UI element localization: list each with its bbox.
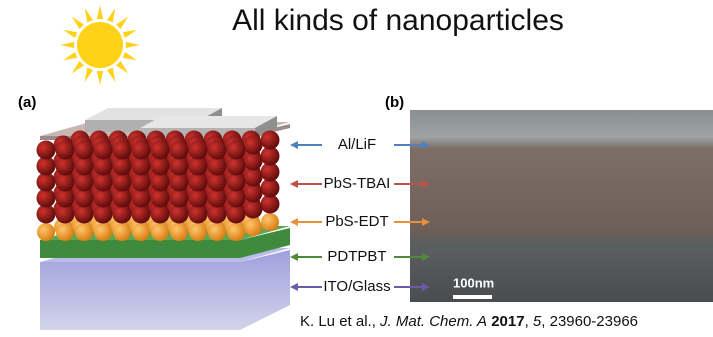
nanoparticle bbox=[170, 223, 188, 241]
nanoparticle bbox=[56, 223, 74, 241]
nanoparticle bbox=[132, 223, 150, 241]
arrow-head bbox=[290, 283, 298, 291]
arrow-head bbox=[290, 141, 298, 149]
nanoparticle bbox=[261, 131, 280, 150]
sun-disc bbox=[77, 22, 123, 68]
citation-part: , 23960-23966 bbox=[541, 313, 638, 330]
arrow-head bbox=[290, 180, 298, 188]
layer-label: Al/LiF bbox=[338, 136, 376, 153]
nanoparticle bbox=[244, 218, 262, 236]
citation: K. Lu et al., J. Mat. Chem. A 2017, 5, 2… bbox=[300, 313, 638, 330]
slide: All kinds of nanoparticles (a) (b) 100nm… bbox=[0, 0, 713, 337]
arrow-head bbox=[290, 253, 298, 261]
device-illustration bbox=[37, 108, 291, 330]
sun-ray bbox=[97, 5, 103, 19]
layer-label: ITO/Glass bbox=[323, 278, 390, 295]
sun-ray bbox=[126, 42, 140, 48]
sun-icon bbox=[60, 5, 140, 85]
citation-part: J. Mat. Chem. A bbox=[379, 313, 487, 330]
sun-ray bbox=[60, 42, 74, 48]
sun-ray bbox=[63, 30, 77, 38]
nanoparticle bbox=[151, 141, 170, 160]
nanoparticle bbox=[208, 141, 227, 160]
scale-bar-label: 100nm bbox=[453, 275, 494, 290]
nanoparticle bbox=[208, 223, 226, 241]
nanoparticle bbox=[189, 141, 208, 160]
sun-ray bbox=[107, 68, 115, 82]
layer-label: PDTPBT bbox=[327, 248, 386, 265]
nanoparticle bbox=[227, 141, 246, 160]
nanoparticle bbox=[227, 223, 245, 241]
nanoparticle bbox=[132, 141, 151, 160]
sem-image: 100nm bbox=[410, 110, 713, 302]
sun-ray bbox=[116, 17, 128, 29]
nanoparticle bbox=[94, 141, 113, 160]
nanoparticle bbox=[37, 141, 56, 160]
nanoparticle bbox=[56, 141, 75, 160]
sun-ray bbox=[97, 71, 103, 85]
slide-title: All kinds of nanoparticles bbox=[232, 4, 564, 37]
sun-ray bbox=[85, 68, 93, 82]
nanoparticle bbox=[244, 136, 263, 155]
nanoparticle bbox=[189, 223, 207, 241]
arrow-head bbox=[290, 218, 298, 226]
panel-label: (b) bbox=[385, 94, 404, 111]
sun-ray bbox=[63, 52, 77, 60]
citation-part: 2017 bbox=[491, 313, 524, 330]
nanoparticle bbox=[113, 141, 132, 160]
panel-label: (a) bbox=[18, 94, 36, 111]
sun-ray bbox=[72, 61, 84, 73]
nanoparticle bbox=[75, 141, 94, 160]
nanoparticle bbox=[37, 223, 55, 241]
nanoparticle bbox=[170, 141, 189, 160]
nanoparticle bbox=[94, 223, 112, 241]
citation-part: K. Lu et al., bbox=[300, 313, 380, 330]
citation-part: , bbox=[525, 313, 533, 330]
sun-ray bbox=[123, 52, 137, 60]
sun-ray bbox=[123, 30, 137, 38]
sun-ray bbox=[116, 61, 128, 73]
sun-ray bbox=[72, 17, 84, 29]
sun-ray bbox=[85, 8, 93, 22]
nanoparticle bbox=[75, 223, 93, 241]
nanoparticle bbox=[151, 223, 169, 241]
layer-label: PbS-TBAI bbox=[324, 175, 391, 192]
nanoparticle bbox=[261, 213, 279, 231]
nanoparticle bbox=[113, 223, 131, 241]
sun-ray bbox=[107, 8, 115, 22]
layer-label: PbS-EDT bbox=[325, 213, 388, 230]
